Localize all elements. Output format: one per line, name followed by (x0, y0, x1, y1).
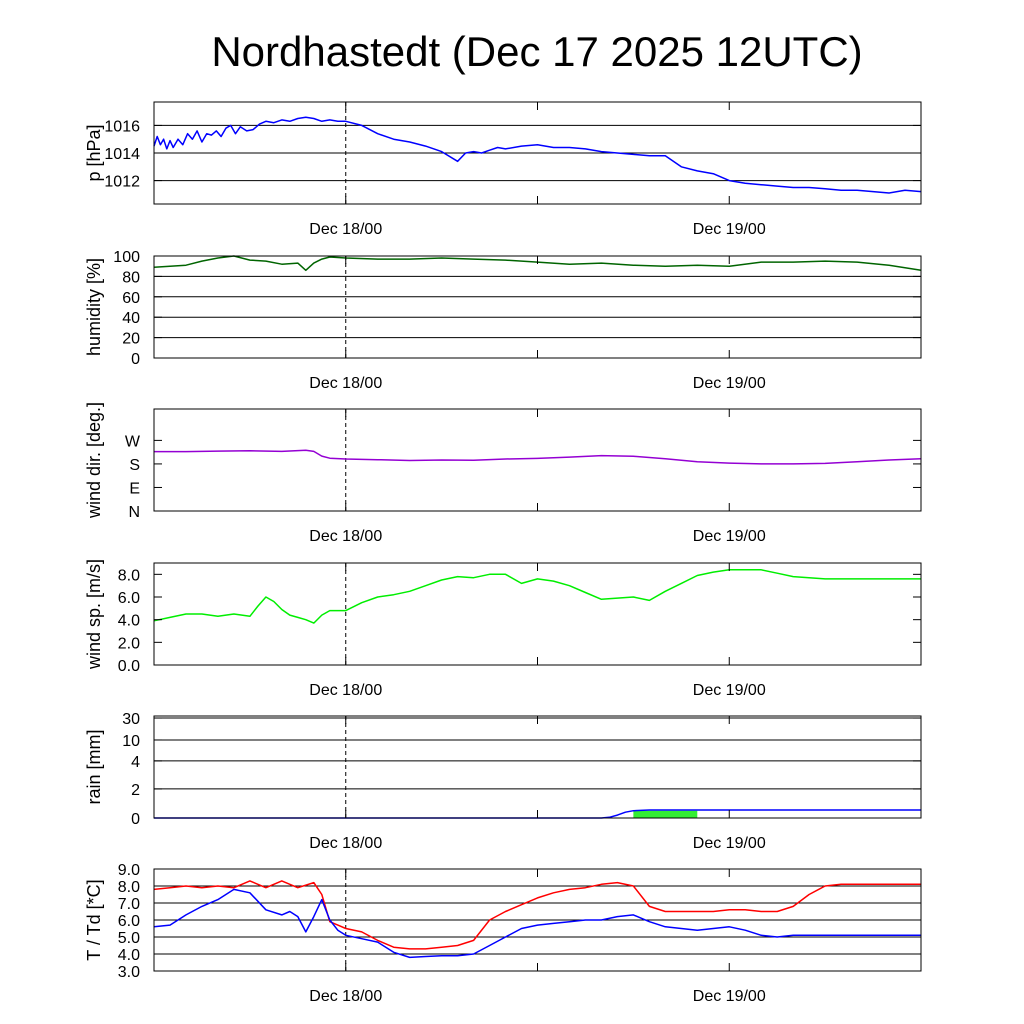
ytick-label: 8.0 (118, 879, 140, 896)
series-line-humidity (153, 255, 922, 272)
xtick-label: Dec 19/00 (693, 988, 766, 1005)
series-line-temperature (153, 880, 921, 950)
ytick-label: 20 (122, 331, 140, 348)
rain-bar (633, 810, 698, 818)
ytick-label: 1012 (104, 174, 140, 191)
yaxis-label: T / Td [*C] (84, 879, 104, 960)
ytick-label: 1014 (104, 146, 140, 163)
xtick-label: Dec 19/00 (693, 835, 766, 852)
xtick-label: Dec 19/00 (693, 221, 766, 238)
ytick-label: 2 (131, 782, 140, 799)
ytick-label: 4.0 (118, 613, 140, 630)
ytick-label: 4 (131, 754, 140, 771)
series-line-dewpoint (153, 888, 921, 959)
ytick-label: 10 (122, 733, 140, 750)
yaxis-label: humidity [%] (84, 258, 104, 356)
ytick-label: 0.0 (118, 658, 140, 675)
ytick-label: 6.0 (118, 913, 140, 930)
panel-wind-speed: 0.0 2.0 4.0 6.0 8.0 Dec 18/00 Dec 19/00 wind sp… (84, 559, 922, 699)
ytick-label: 8.0 (118, 567, 140, 584)
series-line-pressure (153, 116, 922, 194)
ytick-label: 5.0 (118, 930, 140, 947)
series-line-wind_speed (153, 569, 921, 624)
ytick-label: 0 (131, 811, 140, 828)
ytick-label: 30 (122, 711, 140, 728)
ytick-label: 9.0 (118, 862, 140, 879)
ytick-label: 80 (122, 269, 140, 286)
ytick-label: E (129, 480, 140, 497)
xtick-label: Dec 18/00 (309, 682, 382, 699)
ytick-label: 0 (131, 351, 140, 368)
yaxis-label: rain [mm] (84, 729, 104, 804)
xtick-label: Dec 19/00 (693, 528, 766, 545)
chart-title: Nordhastedt (Dec 17 2025 12UTC) (211, 28, 862, 75)
xtick-label: Dec 18/00 (309, 221, 382, 238)
ytick-label: 3.0 (118, 964, 140, 981)
panel-humidity: 0 20 40 60 80 100 Dec 18/00 Dec 19/00 humidity [… (84, 249, 922, 392)
ytick-label: 7.0 (118, 896, 140, 913)
plot-frame (153, 408, 922, 512)
yaxis-label: wind dir. [deg.] (84, 402, 104, 519)
ytick-label: 6.0 (118, 590, 140, 607)
xtick-label: Dec 19/00 (693, 375, 766, 392)
ytick-label: 40 (122, 310, 140, 327)
ytick-label: 4.0 (118, 947, 140, 964)
ytick-label: 60 (122, 290, 140, 307)
yaxis-label: wind sp. [m/s] (84, 559, 104, 670)
plot-frame (153, 255, 922, 359)
ytick-label: N (128, 504, 140, 521)
series-line-rain_line (154, 809, 921, 819)
series-line-wind_dir (154, 449, 922, 465)
ytick-label: 2.0 (118, 635, 140, 652)
ytick-label: 100 (113, 249, 140, 266)
panel-pressure: 1012 1014 1016 Dec 18/00 Dec 19/00 p [hPa] (84, 101, 922, 238)
plot-frame (153, 715, 922, 819)
xtick-label: Dec 18/00 (309, 835, 382, 852)
xtick-label: Dec 19/00 (693, 682, 766, 699)
xtick-label: Dec 18/00 (309, 528, 382, 545)
ytick-label: W (125, 433, 141, 450)
yaxis-label: p [hPa] (84, 124, 104, 181)
xtick-label: Dec 18/00 (309, 988, 382, 1005)
ytick-label: 1016 (104, 118, 140, 135)
panel-temperature-dewpoint: 3.04.05.06.07.08.09.0 Dec 18/00 Dec 19/00 T… (84, 862, 922, 1005)
ytick-label: S (129, 457, 140, 474)
panel-rain: 0 2 4 10 30 Dec 18/00 Dec 19/00 rain [mm] (84, 711, 922, 852)
xtick-label: Dec 18/00 (309, 375, 382, 392)
